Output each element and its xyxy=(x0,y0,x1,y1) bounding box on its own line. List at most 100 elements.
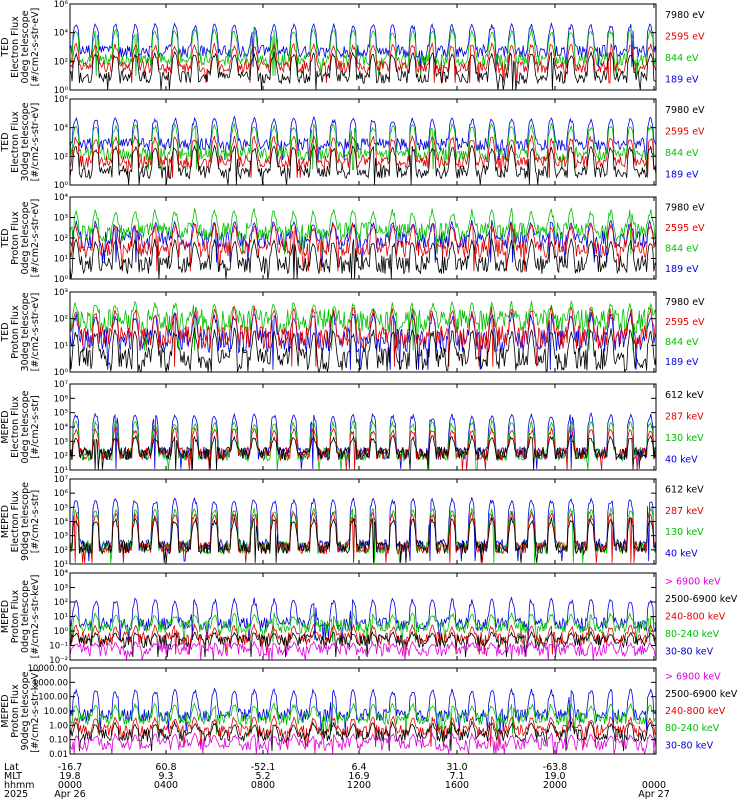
legend-entry: 7980 eV xyxy=(665,10,705,21)
y-tick-label: 0.01 xyxy=(49,750,68,760)
series-line xyxy=(69,306,657,367)
y-axis-label-line: [#/cm2-s-str] xyxy=(30,395,41,458)
y-tick-label: 10.00 xyxy=(44,707,68,717)
y-tick-label: 10⁰ xyxy=(54,627,69,637)
y-axis-label: MEPED Proton Flux 90deg telescope [#/cm2-s-… xyxy=(0,669,41,753)
y-axis-label: TED Electron Flux 30deg telescope [#/cm2-s-… xyxy=(0,102,41,181)
y-tick-label: 10000.00 xyxy=(27,664,68,674)
legend-entry: 40 keV xyxy=(665,548,698,559)
y-axis-label-line: 0deg telescope xyxy=(20,580,31,653)
y-tick-label: 10⁶ xyxy=(54,0,69,10)
x-axis-date-label: Apr 26 xyxy=(54,789,86,800)
x-axis-hhmm-label: 0000 xyxy=(642,780,666,791)
y-axis-label-line: TED xyxy=(0,37,11,57)
series-line xyxy=(69,714,657,747)
panel-7: 10⁻² 10⁻¹ 10⁰ 10¹ 10² 10³ 10⁴ MEPED Proton Flux 0… xyxy=(0,569,738,666)
y-tick-label: 1000.00 xyxy=(33,678,68,688)
y-tick-label: 10⁻² xyxy=(49,656,68,666)
y-tick-label: 10² xyxy=(54,546,68,556)
y-axis-label-line: 90deg telescope xyxy=(20,482,31,561)
y-axis-label: TED Electron Flux 0deg telescope [#/cm2-s-s… xyxy=(0,8,41,87)
y-axis-label-line: Proton Flux xyxy=(10,211,21,265)
panel-frame xyxy=(69,291,657,373)
x-axis-lat-label: -63.8 xyxy=(543,762,568,773)
series-line xyxy=(69,426,657,470)
y-tick-label: 10² xyxy=(54,152,68,162)
panel-8: 0.010.101.0010.00100.001000.0010000.00ME… xyxy=(0,664,738,760)
x-axis-date-label: Apr 27 xyxy=(638,789,670,800)
legend-entry: 7980 eV xyxy=(665,202,705,213)
y-axis-label: MEPED Proton Flux 0deg telescope [#/cm2-s-s… xyxy=(0,575,41,659)
y-axis-label-line: TED xyxy=(0,322,11,342)
y-tick-label: 10¹ xyxy=(54,560,68,570)
y-tick-label: 10¹ xyxy=(54,255,68,265)
y-tick-label: 1.00 xyxy=(49,721,68,731)
x-axis-mlt-label: 7.1 xyxy=(449,771,464,782)
x-axis-row-label: MLT xyxy=(4,771,22,782)
y-axis-label-line: 0deg telescope xyxy=(20,201,31,274)
legend-entry: 40 keV xyxy=(665,454,698,465)
x-axis-hhmm-label: 2000 xyxy=(543,780,567,791)
y-axis-label-line: [#/cm2-s-str-eV] xyxy=(30,8,41,87)
legend-entry: 287 keV xyxy=(665,411,704,422)
series-line xyxy=(69,630,657,658)
series-line xyxy=(69,299,657,351)
series-line xyxy=(69,115,657,160)
y-axis-label-line: Electron Flux xyxy=(10,111,21,173)
legend-entry: 2500-6900 keV xyxy=(665,594,738,605)
y-tick-label: 0.10 xyxy=(49,736,68,746)
y-tick-label: 10³ xyxy=(54,437,68,447)
legend-entry: 189 eV xyxy=(665,264,699,275)
series-line xyxy=(69,640,657,661)
y-axis-label-line: Electron Flux xyxy=(10,490,21,552)
series-line xyxy=(69,28,657,76)
legend-entry: 2595 eV xyxy=(665,223,705,234)
y-axis-label-line: [#/cm2-s-str] xyxy=(30,490,41,553)
y-tick-label: 10² xyxy=(54,315,68,325)
series-line xyxy=(69,327,657,374)
y-tick-label: 10⁰ xyxy=(54,181,69,191)
y-axis-label-line: MEPED xyxy=(0,694,11,727)
legend-entry: 612 keV xyxy=(665,390,704,401)
x-axis-lat-label: -52.1 xyxy=(251,762,276,773)
y-axis-label: MEPED Electron Flux 0deg telescope [#/cm2-s… xyxy=(0,390,41,463)
y-axis-label-line: TED xyxy=(0,132,11,152)
y-axis-label-line: 0deg telescope xyxy=(20,10,31,83)
legend-entry: > 6900 keV xyxy=(665,672,721,683)
panel-1: 10⁰ 10² 10⁴ 10⁶ TED Electron Flux 0deg telesco… xyxy=(0,0,705,96)
x-axis-row-label: hhmm xyxy=(4,780,35,791)
x-axis-hhmm-label: 0400 xyxy=(154,780,178,791)
y-tick-label: 10¹ xyxy=(54,613,68,623)
series-line xyxy=(69,134,657,178)
x-axis-row-label: Lat xyxy=(4,762,19,773)
series-line xyxy=(69,511,657,563)
y-axis-label-line: [#/cm2-s-str-keV] xyxy=(30,575,41,659)
x-axis-lat-label: 60.8 xyxy=(155,762,176,773)
legend-entry: 2500-6900 keV xyxy=(665,689,738,700)
y-axis-label-line: TED xyxy=(0,228,11,248)
panel-3: 10⁰ 10¹ 10² 10³ 10⁴ TED Proton Flux 0deg telesc… xyxy=(0,193,705,285)
legend-entry: 240-800 keV xyxy=(665,706,726,717)
legend-entry: 7980 eV xyxy=(665,297,705,308)
panel-frame xyxy=(69,3,657,91)
y-tick-label: 10⁻¹ xyxy=(49,642,68,652)
legend-entry: 30-80 keV xyxy=(665,740,714,751)
series-line xyxy=(69,434,657,470)
legend-entry: 612 keV xyxy=(665,485,704,496)
series-line xyxy=(69,311,657,370)
y-tick-label: 10⁷ xyxy=(54,380,69,390)
series-line xyxy=(69,506,657,563)
y-tick-label: 10⁴ xyxy=(54,569,69,579)
legend-entry: 844 eV xyxy=(665,243,699,254)
y-tick-label: 10⁰ xyxy=(54,368,69,378)
legend-entry: 287 keV xyxy=(665,506,704,517)
series-line xyxy=(69,41,657,84)
legend-entry: 30-80 keV xyxy=(665,646,714,657)
legend-entry: 7980 eV xyxy=(665,105,705,116)
y-tick-label: 10⁶ xyxy=(54,394,69,404)
legend-entry: 844 eV xyxy=(665,53,699,64)
y-axis-label-line: 30deg telescope xyxy=(20,102,31,181)
series-line xyxy=(69,207,657,255)
y-tick-label: 10⁴ xyxy=(54,124,69,134)
